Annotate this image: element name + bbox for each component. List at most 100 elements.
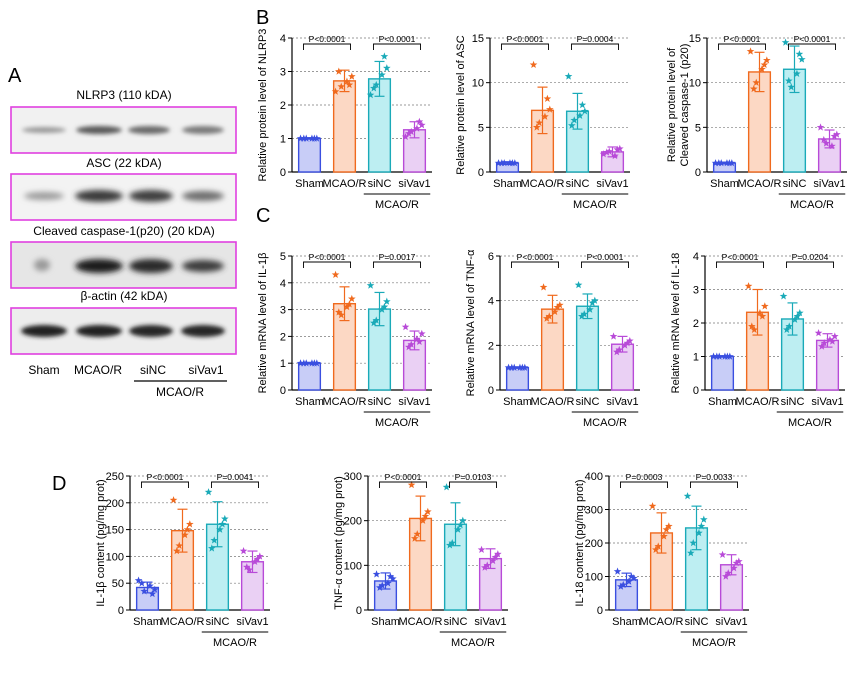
x-tick-label: Sham <box>295 178 324 190</box>
y-tick-label: 0 <box>356 605 362 617</box>
y-axis-label: Relative mRNA level of IL-1β <box>257 253 269 394</box>
data-point <box>574 281 583 289</box>
significance-bracket <box>620 481 668 488</box>
data-point <box>331 270 340 278</box>
data-point <box>570 116 579 124</box>
data-point <box>713 352 721 360</box>
data-point <box>603 148 611 156</box>
p-value-label: P=0.0041 <box>217 472 254 482</box>
data-point <box>331 87 340 95</box>
y-tick-label: 0 <box>488 385 494 397</box>
data-point <box>793 312 802 320</box>
data-point <box>300 359 308 367</box>
data-point <box>564 72 573 80</box>
data-point <box>623 339 632 347</box>
data-point <box>556 301 564 309</box>
data-point <box>175 541 184 549</box>
data-point <box>310 359 319 367</box>
blot-strip-nlrp3 <box>10 106 237 154</box>
x-tick-label: Sham <box>493 178 522 190</box>
data-point <box>783 325 791 333</box>
data-point <box>146 581 154 590</box>
data-point <box>383 64 391 72</box>
charts-layer: 0 1 2 3 4 Relative protein level of NLRP3 Sham… <box>95 29 847 649</box>
data-point <box>798 55 806 63</box>
data-point <box>296 134 305 142</box>
y-tick-label: 0 <box>118 605 124 617</box>
data-point <box>626 336 634 345</box>
y-axis-label: Relative protein level of <box>666 47 678 162</box>
significance-bracket <box>571 43 619 50</box>
data-point <box>216 525 224 533</box>
data-point <box>337 82 346 90</box>
data-point <box>543 314 551 322</box>
data-point <box>483 561 492 569</box>
y-tick-label: 150 <box>106 525 124 537</box>
p-value-label: P=0.0033 <box>696 472 733 482</box>
data-point <box>735 557 743 565</box>
significance-bracket <box>718 43 766 50</box>
significance-bracket <box>373 43 421 50</box>
blot-title-caspase1: Cleaved caspase-1(p20) (20 kDA) <box>33 224 214 238</box>
data-point <box>413 124 421 132</box>
y-tick-label: 100 <box>585 572 603 584</box>
blot-strip-asc <box>10 173 237 221</box>
bar-sham <box>297 362 322 391</box>
data-point <box>481 563 489 571</box>
data-point <box>405 129 413 137</box>
data-point <box>828 337 837 345</box>
data-point <box>243 563 251 571</box>
p-value-label: P=0.0004 <box>577 34 614 44</box>
data-point <box>372 316 381 324</box>
data-point <box>518 363 527 371</box>
panel-letter-c: C <box>256 205 270 227</box>
x-tick-label: siVav1 <box>715 616 747 628</box>
p-value-label: P<0.0001 <box>794 34 831 44</box>
data-point <box>613 567 622 575</box>
data-point <box>615 345 624 354</box>
significance-bracket <box>501 43 549 50</box>
y-tick-label: 200 <box>106 498 124 510</box>
p-value-label: P<0.0001 <box>379 34 416 44</box>
data-point <box>779 292 788 300</box>
y-tick-label: 0 <box>693 385 699 397</box>
x-tick-label: MCAO/R <box>736 396 780 408</box>
data-point <box>372 80 381 89</box>
p-value-label: P<0.0001 <box>385 472 422 482</box>
y-tick-label: 10 <box>472 78 484 90</box>
data-point <box>384 579 392 587</box>
data-point <box>760 60 769 69</box>
data-point <box>578 312 586 320</box>
data-point <box>689 539 698 547</box>
data-point <box>820 339 829 347</box>
data-point <box>535 118 544 127</box>
data-point <box>415 337 424 345</box>
data-point <box>687 549 695 557</box>
data-point <box>611 151 619 160</box>
group-label: MCAO/R <box>790 199 834 211</box>
data-point <box>372 570 381 578</box>
data-point <box>459 516 467 524</box>
data-point <box>553 303 562 311</box>
group-label: MCAO/R <box>583 417 627 429</box>
data-point <box>210 536 219 544</box>
data-point <box>662 525 671 533</box>
data-point <box>586 305 594 313</box>
data-point <box>335 308 343 316</box>
y-axis-label: Relative protein level of ASC <box>455 35 467 174</box>
x-tick-label: siNC <box>566 178 590 190</box>
significance-bracket <box>379 481 427 488</box>
x-tick-label: Sham <box>133 616 162 628</box>
x-tick-label: Sham <box>710 178 739 190</box>
significance-bracket <box>788 43 836 50</box>
x-tick-label: MCAO/R <box>161 616 205 628</box>
data-point <box>551 307 559 316</box>
data-point <box>378 70 386 79</box>
data-point <box>418 121 426 129</box>
data-point <box>830 132 839 140</box>
y-tick-label: 200 <box>344 516 362 528</box>
data-point <box>700 515 708 523</box>
p-value-label: P<0.0001 <box>587 252 624 262</box>
